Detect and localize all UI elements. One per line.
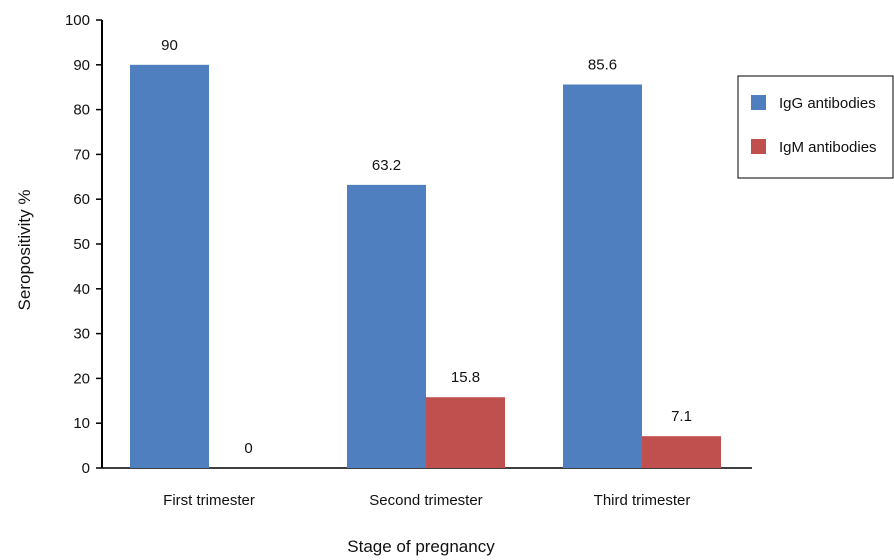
bar-igg xyxy=(347,184,426,468)
legend-box xyxy=(737,75,894,179)
y-tick-label: 50 xyxy=(73,236,90,253)
data-label: 63.2 xyxy=(372,157,401,174)
y-tick-label: 90 xyxy=(73,57,90,74)
category-label: Third trimester xyxy=(594,492,691,509)
y-tick-label: 60 xyxy=(73,191,90,208)
y-axis-title: Seropositivity % xyxy=(15,190,34,311)
y-tick-label: 40 xyxy=(73,281,90,298)
x-axis-title: Stage of pregnancy xyxy=(347,537,495,556)
data-labels: 90 0 63.2 15.8 85.6 7.1 xyxy=(161,37,692,457)
category-label: Second trimester xyxy=(369,492,482,509)
y-tick-label: 20 xyxy=(73,370,90,387)
bar-igm xyxy=(642,436,721,468)
data-label: 85.6 xyxy=(588,57,617,74)
legend-swatch-igm xyxy=(751,139,766,154)
legend-label-igg: IgG antibodies xyxy=(779,95,876,112)
bar-igg xyxy=(563,84,642,469)
category-label: First trimester xyxy=(163,492,255,509)
bar-igm xyxy=(426,397,505,468)
data-label: 90 xyxy=(161,37,178,54)
y-tick-label: 0 xyxy=(82,460,90,477)
y-tick-label: 70 xyxy=(73,146,90,163)
data-label: 0 xyxy=(244,440,252,457)
y-ticks: 0 10 20 30 40 50 60 70 80 90 100 xyxy=(65,12,102,477)
y-tick-label: 10 xyxy=(73,415,90,432)
y-tick-label: 30 xyxy=(73,326,90,343)
data-label: 15.8 xyxy=(451,369,480,386)
y-tick-label: 100 xyxy=(65,12,90,29)
bars xyxy=(130,64,721,469)
legend: IgG antibodies IgM antibodies xyxy=(737,75,894,179)
bar-igg xyxy=(130,64,209,469)
y-tick-label: 80 xyxy=(73,102,90,119)
category-labels: First trimester Second trimester Third tri… xyxy=(163,492,690,509)
data-label: 7.1 xyxy=(671,408,692,425)
legend-label-igm: IgM antibodies xyxy=(779,139,877,156)
legend-swatch-igg xyxy=(751,95,766,110)
